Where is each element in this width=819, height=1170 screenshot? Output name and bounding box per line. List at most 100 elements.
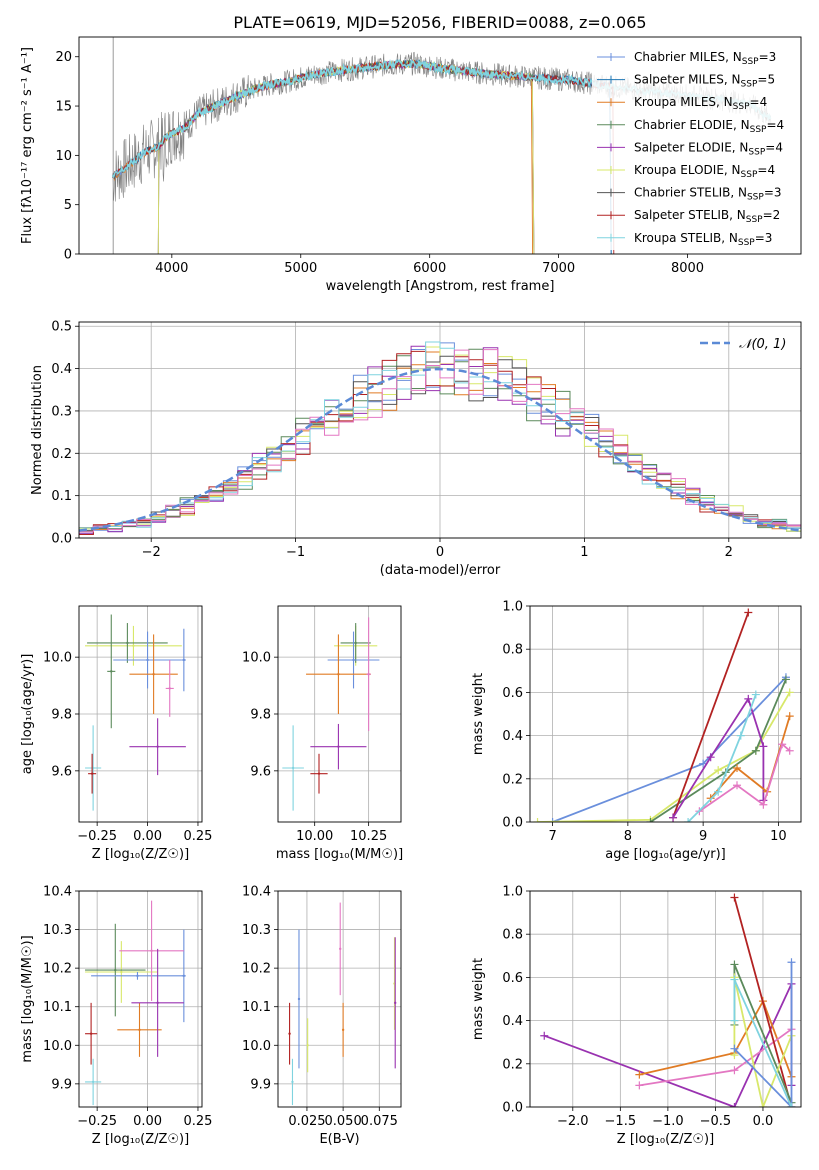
series-marker <box>730 1103 739 1107</box>
y-axis-label: Normed distribution <box>30 365 45 495</box>
series-marker <box>533 818 542 822</box>
y-tick-label: 0.6 <box>502 686 523 701</box>
data-point <box>156 1001 159 1005</box>
plot-area <box>282 617 380 811</box>
model-chabrier_elodie <box>157 58 535 254</box>
legend-label-sub: SSP <box>750 125 767 135</box>
data-point <box>168 687 171 690</box>
y-tick-label: 0.1 <box>51 489 72 504</box>
x-tick-label: 0.075 <box>361 1114 398 1129</box>
y-axis-label: mass weight <box>471 673 486 755</box>
x-axis-label: age [log₁₀(age/yr)] <box>605 847 726 862</box>
x-tick-label: 10.00 <box>296 829 333 844</box>
legend-label-sub: SSP <box>748 147 765 157</box>
legend-label-main: Chabrier STELIB, N <box>634 186 747 200</box>
data-point <box>337 745 340 748</box>
y-tick-label: 0.0 <box>51 532 72 547</box>
legend-label-val: =2 <box>763 208 781 222</box>
y-tick-label: 10.0 <box>242 651 271 666</box>
legend-label-main: Salpeter MILES, N <box>634 73 741 87</box>
series-marker <box>684 818 693 822</box>
y-tick-label: 10.4 <box>43 885 72 900</box>
legend-label: 𝒩(0, 1) <box>739 337 786 352</box>
legend-label: Salpeter MILES, NSSP=5 <box>634 73 775 90</box>
legend: 𝒩(0, 1) <box>700 337 786 352</box>
data-point <box>114 968 117 972</box>
data-point <box>367 673 370 676</box>
y-tick-label: 0.3 <box>51 404 72 419</box>
data-point <box>306 1044 309 1047</box>
y-tick-label: 10.2 <box>242 962 271 977</box>
model-salpeter_miles <box>112 58 612 254</box>
y-tick-label: 10.4 <box>242 885 271 900</box>
legend-box <box>592 45 798 250</box>
legend-label-val: =4 <box>757 163 775 177</box>
legend-label-sub: SSP <box>747 193 764 203</box>
axes-7: −2.0 −1.5 −1.0 −0.5 0.0 0.0 0.2 0.4 0.6 0.8 1.0 Z [… <box>471 885 802 1147</box>
legend-label-sub: SSP <box>738 238 755 248</box>
y-tick-label: 0.4 <box>51 362 72 377</box>
legend-label: Chabrier MILES, NSSP=3 <box>634 50 776 67</box>
series-line <box>733 962 793 1107</box>
y-tick-label: 9.9 <box>51 1077 72 1092</box>
legend-label-val: =4 <box>750 95 768 109</box>
series-marker <box>751 746 760 755</box>
y-tick-label: 0 <box>64 248 72 263</box>
series-marker <box>730 975 739 984</box>
model-salpeter_elodie <box>157 59 535 254</box>
legend-label-val: =3 <box>764 186 782 200</box>
series-marker <box>744 608 753 617</box>
x-tick-label: 5000 <box>284 261 317 276</box>
axes-frame <box>277 890 402 1108</box>
x-axis-label: wavelength [Angstrom, rest frame] <box>326 279 555 294</box>
x-tick-label: 0.0 <box>753 1114 774 1129</box>
legend-label-sub: SSP <box>741 80 758 90</box>
x-tick-label: 8 <box>624 829 632 844</box>
model-chabrier_miles <box>112 59 612 254</box>
series-marker <box>759 800 768 809</box>
y-tick-label: 9.8 <box>250 708 271 723</box>
plot-area <box>533 608 794 822</box>
legend-label-main: Kroupa STELIB, N <box>634 231 738 245</box>
x-tick-label: −2.0 <box>557 1114 589 1129</box>
x-tick-label: 10 <box>770 829 787 844</box>
series-marker <box>787 1103 796 1107</box>
model-kroupa_miles <box>112 59 534 254</box>
axes-frame <box>277 605 402 823</box>
data-point <box>291 766 295 770</box>
data-point <box>341 1028 345 1032</box>
data-point <box>297 997 301 1001</box>
y-tick-label: 9.6 <box>51 764 72 779</box>
y-tick-label: 0.4 <box>502 729 523 744</box>
x-tick-label: 0.00 <box>133 829 162 844</box>
x-tick-label: 0 <box>436 545 444 560</box>
x-axis-label: Z [log₁₀(Z/Z☉)] <box>617 1132 714 1147</box>
x-axis-label: Z [log₁₀(Z/Z☉)] <box>92 847 189 862</box>
legend-label: Salpeter ELODIE, NSSP=4 <box>634 140 783 157</box>
series-marker <box>730 1066 739 1075</box>
series-marker <box>646 818 655 822</box>
legend-label: Kroupa MILES, NSSP=4 <box>634 95 767 112</box>
y-tick-label: 0.8 <box>502 928 523 943</box>
legend-label: Salpeter STELIB, NSSP=2 <box>634 208 780 225</box>
legend-label: Kroupa ELODIE, NSSP=4 <box>634 163 775 180</box>
y-tick-label: 10.1 <box>242 1000 271 1015</box>
series-marker <box>758 1103 767 1107</box>
y-tick-label: 0.2 <box>502 1057 523 1072</box>
data-point <box>337 673 340 676</box>
gaussian-curve <box>79 367 801 532</box>
data-point <box>291 1080 294 1084</box>
series-marker <box>781 675 790 684</box>
data-point <box>89 1032 93 1035</box>
axes-5: −0.25 0.00 0.25 9.9 10.0 10.1 10.2 10.3 10.4 Z [l… <box>20 885 212 1148</box>
y-axis-label: age [log₁₀(age/yr)] <box>20 654 35 775</box>
chart-title: PLATE=0619, MJD=52056, FIBERID=0088, z=0… <box>233 13 646 32</box>
x-tick-label: 0.00 <box>133 1114 162 1129</box>
plot-area <box>111 37 772 254</box>
axes-frame <box>78 890 203 1108</box>
series-marker <box>714 787 723 796</box>
axes-2: −0.25 0.00 0.25 9.6 9.8 10.0 Z [log₁₀(Z/Z☉)] ag… <box>20 605 212 862</box>
data-point <box>91 1080 95 1084</box>
data-point <box>354 641 357 645</box>
